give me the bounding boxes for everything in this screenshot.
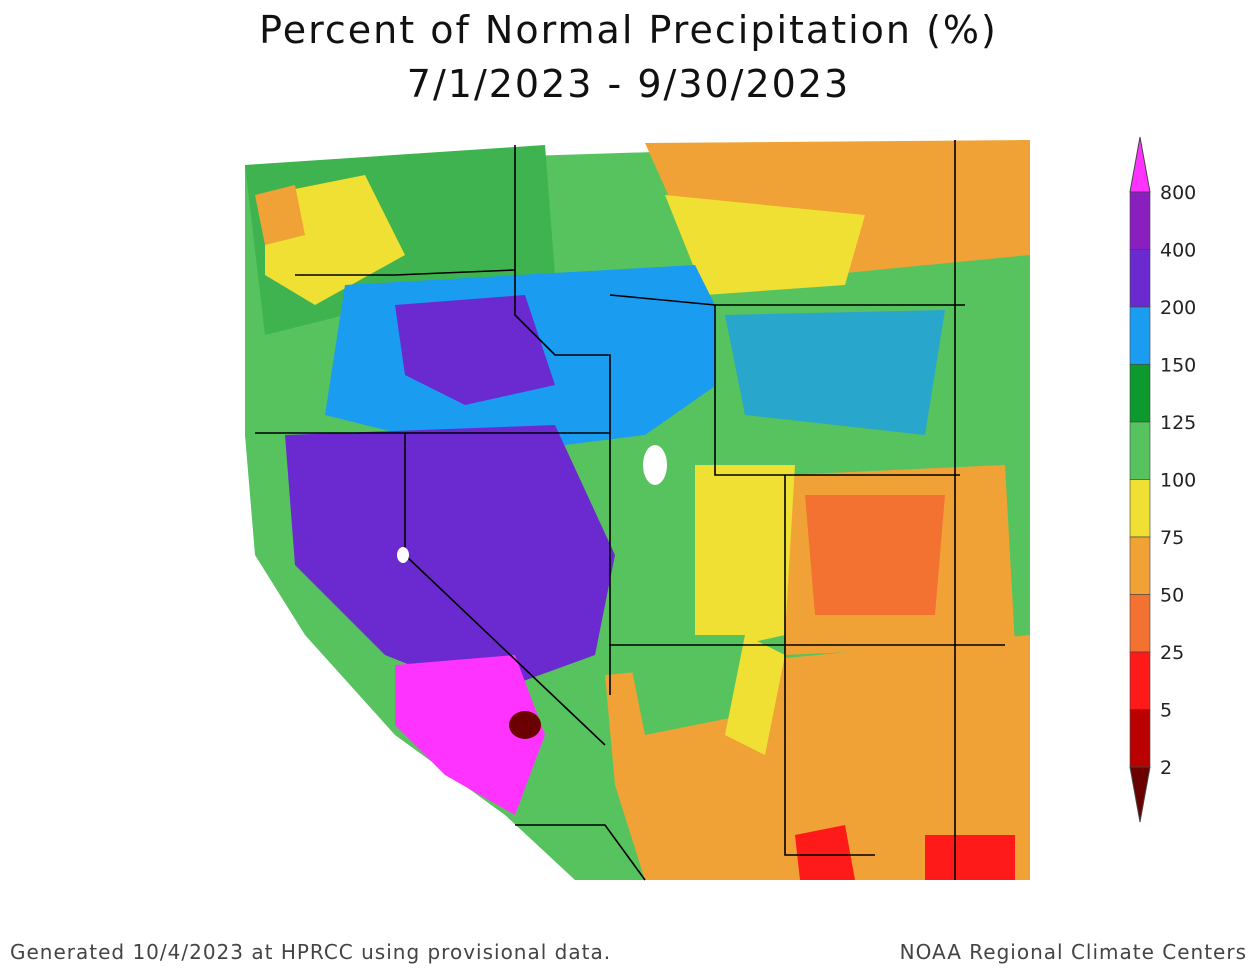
legend-label: 5: [1160, 700, 1172, 722]
legend-swatch: [1129, 191, 1151, 250]
legend-swatch: [1129, 249, 1151, 308]
great-salt-lake: [643, 445, 667, 485]
legend-swatch: [1129, 479, 1151, 538]
legend-label: 400: [1160, 240, 1196, 262]
legend-swatch: [1129, 651, 1151, 710]
region-yellow-nw: [265, 175, 405, 305]
map-title: Percent of Normal Precipitation (%): [259, 8, 998, 52]
border-nm: [784, 645, 875, 856]
region-purple-basin: [285, 425, 615, 695]
state-borders: [255, 140, 1005, 881]
legend-swatch: [1129, 364, 1151, 423]
footer-source: NOAA Regional Climate Centers: [899, 940, 1247, 964]
legend-arrow-bottom: [1129, 766, 1151, 823]
footer-generated: Generated 10/4/2023 at HPRCC using provi…: [10, 940, 612, 964]
precipitation-map: [245, 140, 1030, 881]
region-purple-north: [395, 295, 555, 405]
border-wa-or: [295, 269, 516, 276]
legend-label: 125: [1160, 412, 1196, 434]
legend-label: 75: [1160, 527, 1184, 549]
legend-label: 50: [1160, 585, 1184, 607]
region-montana-yellow: [665, 195, 865, 295]
region-arizona-green: [625, 635, 745, 735]
region-wyoming-blue: [725, 310, 945, 435]
legend-label: 800: [1160, 182, 1196, 204]
border-id: [514, 145, 611, 433]
region-magenta: [395, 655, 545, 815]
legend-label: 25: [1160, 642, 1184, 664]
region-orange-nw: [255, 185, 305, 245]
legend-label: 200: [1160, 297, 1196, 319]
legend-swatch: [1129, 421, 1151, 480]
region-darkred-spot: [509, 711, 541, 739]
region-red-south: [925, 835, 1015, 880]
color-legend: 800 400 200 150 125 100 75 50 25 5 2: [1129, 136, 1196, 823]
border-wy-co: [714, 305, 960, 476]
lake-tahoe: [397, 547, 409, 563]
legend-swatch: [1129, 306, 1151, 365]
legend-arrow-top: [1129, 136, 1151, 193]
map-subtitle: 7/1/2023 - 9/30/2023: [406, 62, 851, 106]
legend-swatch: [1129, 536, 1151, 595]
region-utah-yellow: [695, 465, 795, 655]
legend-label: 150: [1160, 355, 1196, 377]
legend-label: 2: [1160, 757, 1172, 779]
legend-label: 100: [1160, 470, 1196, 492]
legend-swatch: [1129, 594, 1151, 653]
region-colorado-orange: [805, 495, 945, 615]
legend-swatch: [1129, 709, 1151, 768]
border-az-mx: [515, 824, 646, 881]
region-red-south2: [795, 825, 855, 880]
region-arizona-yellow: [725, 635, 785, 755]
